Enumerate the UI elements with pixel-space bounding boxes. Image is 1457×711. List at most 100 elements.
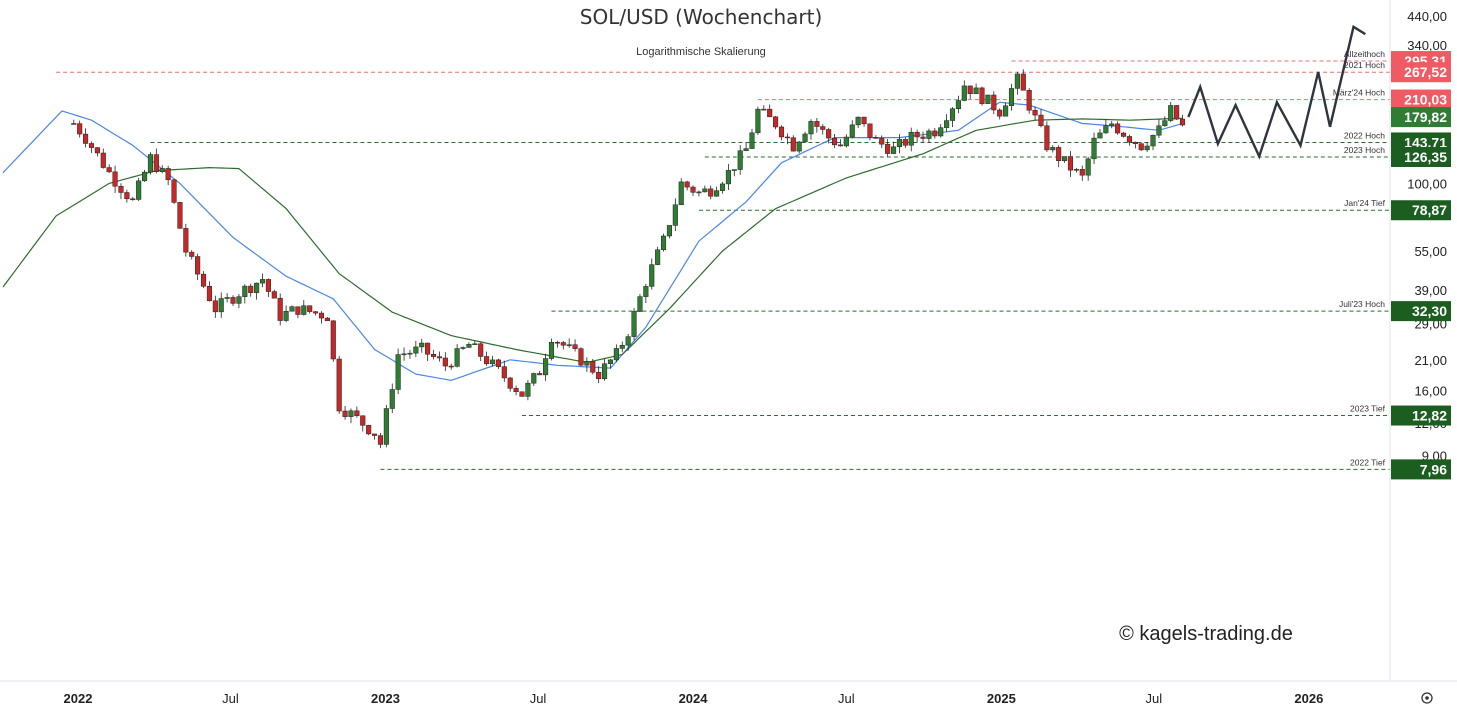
candle-body — [271, 291, 277, 299]
candle-body — [914, 131, 920, 138]
candle-body — [1003, 105, 1009, 117]
candle-body — [796, 141, 802, 152]
candle-body — [566, 344, 572, 346]
level-badge-text: 32,30 — [1412, 303, 1447, 319]
candle-body — [773, 116, 779, 128]
candle-body — [472, 343, 478, 346]
candle-body — [926, 130, 932, 139]
candle-body — [1091, 137, 1097, 160]
watermark: © kagels-trading.de — [1119, 623, 1293, 645]
candle-body — [991, 94, 997, 111]
candle-body — [124, 192, 130, 200]
candle-body — [714, 190, 720, 197]
candle-body — [613, 348, 619, 361]
candle-body — [1079, 169, 1085, 176]
candle-body — [153, 154, 159, 172]
x-axis: 2022 Jul 2023 Jul 2024 Jul 2025 Jul 2026 — [64, 691, 1324, 706]
candle-body — [1179, 118, 1186, 126]
candle-body — [330, 320, 336, 360]
candle-body — [967, 85, 973, 94]
level-name-label: Juli'23 Hoch — [1339, 299, 1385, 309]
chart-subtitle: Logarithmische Skalierung — [636, 46, 766, 58]
candle-body — [1174, 105, 1180, 120]
candle-body — [890, 146, 897, 154]
candle-body — [985, 94, 991, 104]
candle-body — [1156, 125, 1162, 136]
candle-body — [165, 168, 171, 181]
level-name-label: Allzeithoch — [1344, 49, 1385, 59]
candle-body — [1038, 114, 1044, 127]
y-tick-label: 39,00 — [1414, 283, 1447, 298]
candle-body — [1109, 123, 1115, 126]
level-lines — [56, 60, 1390, 470]
candle-body — [666, 225, 672, 237]
candle-body — [130, 198, 136, 201]
candle-body — [637, 296, 643, 312]
level-name-label: Jan'24 Tief — [1344, 198, 1385, 208]
candle-body — [413, 346, 419, 354]
candle-body — [507, 377, 513, 389]
candle-body — [389, 389, 395, 409]
x-tick-label: 2025 — [987, 691, 1016, 706]
candle-body — [489, 359, 496, 365]
x-tick-label: Jul — [222, 691, 239, 706]
candle-body — [83, 133, 89, 144]
candle-body — [708, 188, 714, 197]
x-tick-label: 2022 — [64, 691, 93, 706]
level-badges: 295,31267,52210,03179,82143,71126,3578,8… — [1391, 51, 1451, 480]
candle-body — [873, 137, 879, 139]
candle-body — [543, 358, 549, 376]
candle-body — [71, 123, 77, 125]
candle-body — [1044, 125, 1050, 151]
candle-body — [973, 87, 979, 94]
candle-body — [248, 285, 254, 293]
candle-body — [324, 317, 330, 322]
candle-body — [778, 126, 785, 138]
candle-body — [1138, 143, 1144, 151]
candle-body — [820, 126, 826, 130]
candle-body — [454, 348, 460, 367]
candle-body — [442, 357, 448, 367]
candle-body — [537, 373, 543, 376]
candle-body — [879, 138, 885, 145]
candle-body — [749, 132, 755, 149]
candle-body — [1120, 132, 1127, 137]
candle-body — [719, 183, 726, 191]
candle-body — [979, 87, 985, 104]
candle-body — [672, 204, 678, 226]
candle-body — [94, 147, 100, 154]
candle-body — [767, 108, 773, 118]
settings-icon[interactable] — [1421, 692, 1433, 704]
candle-body — [1168, 105, 1174, 121]
candle-body — [342, 410, 348, 417]
candle-body — [808, 121, 814, 135]
level-badge-text: 210,03 — [1404, 92, 1447, 108]
candle-body — [684, 181, 690, 188]
candle-body — [430, 354, 437, 357]
candle-body — [731, 169, 737, 171]
candle-body — [790, 137, 796, 152]
candle-body — [1162, 120, 1168, 127]
chart-title: SOL/USD (Wochenchart) — [580, 5, 823, 29]
candle-body — [932, 130, 938, 137]
candle-body — [147, 154, 154, 173]
candle-body — [944, 120, 950, 128]
candle-body — [1020, 73, 1026, 91]
candle-body — [519, 391, 525, 397]
candle-body — [1115, 123, 1121, 134]
level-badge — [1391, 301, 1451, 322]
candle-body — [596, 372, 602, 380]
candle-body — [690, 186, 696, 193]
candle-body — [896, 139, 902, 148]
candle-body — [77, 123, 83, 135]
candle-body — [112, 171, 118, 187]
candles — [71, 69, 1186, 449]
candle-body — [265, 279, 271, 292]
y-tick-label: 55,00 — [1414, 244, 1447, 259]
candle-body — [1097, 132, 1103, 139]
level-badge — [1391, 89, 1451, 110]
candle-body — [696, 191, 702, 194]
candle-body — [867, 123, 873, 138]
